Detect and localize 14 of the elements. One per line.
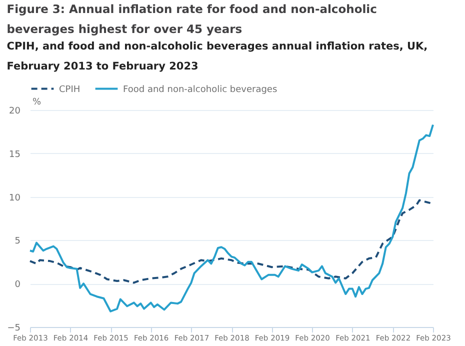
y-tick-label: 5: [14, 236, 20, 247]
y-tick-label: −5: [7, 324, 20, 334]
text: beverages highest for over 45 years: [6, 22, 242, 36]
y-tick-label: 10: [9, 193, 21, 204]
line-series: [29, 124, 434, 312]
y-tick-label: 0: [14, 280, 21, 290]
text: CPIH, and food and non-alcoholic beverages annual inflation rates, UK,: [6, 40, 428, 52]
y-axis-title: %: [32, 98, 42, 108]
legend-label: Food and non-alcoholic beverages: [123, 84, 278, 95]
text: February 2013 to February 2023: [6, 60, 198, 72]
y-tick-label: 15: [9, 150, 20, 160]
legend-label: CPIH: [59, 84, 80, 95]
text: Figure 3: Annual inflation rate for food and non-alcoholic: [6, 2, 377, 16]
y-tick-label: 20: [9, 106, 21, 116]
